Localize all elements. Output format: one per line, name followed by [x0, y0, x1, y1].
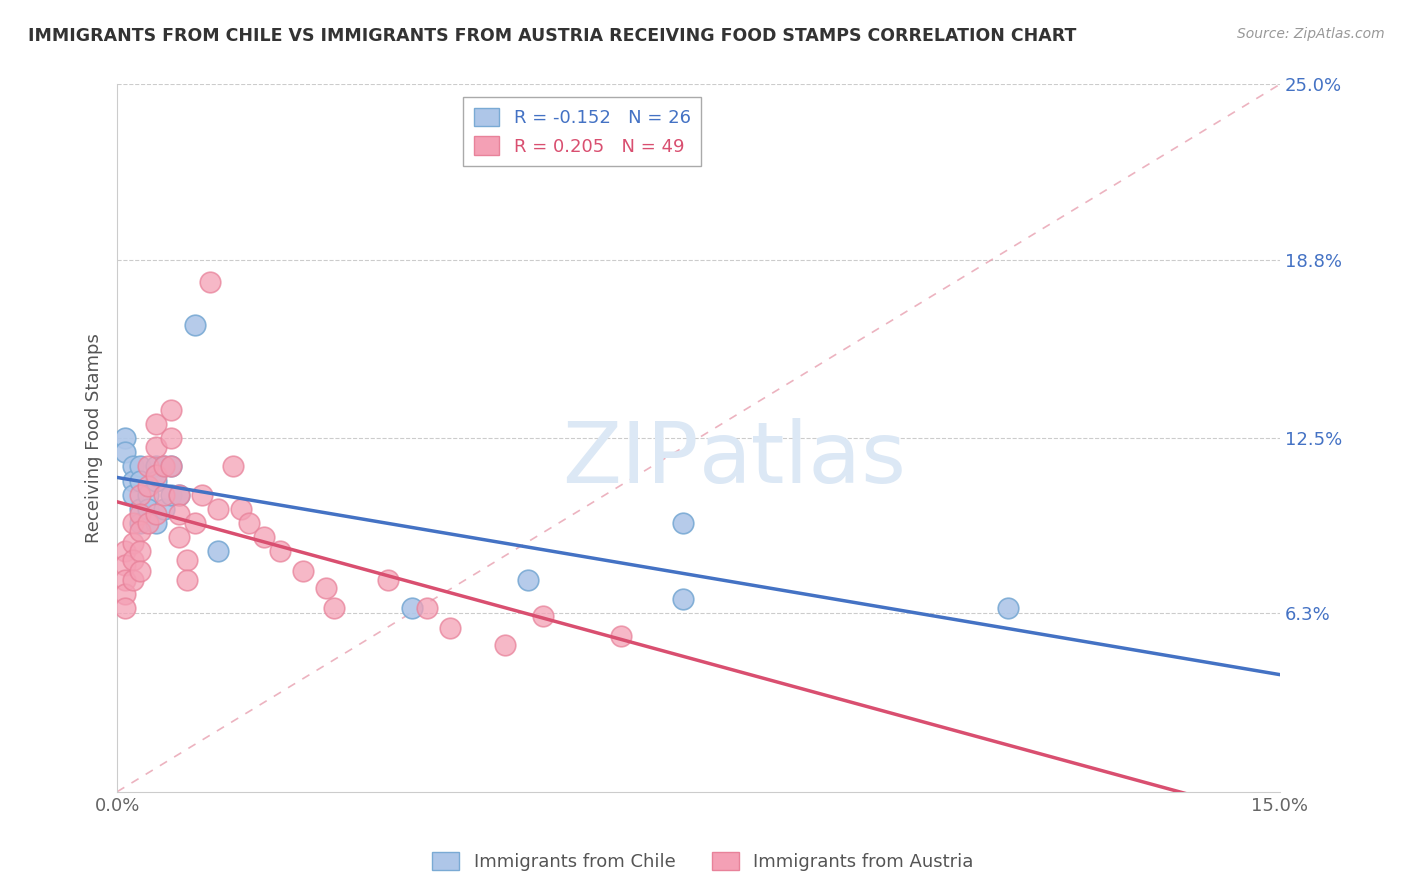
Point [315, 581, 337, 595]
Point [183, 516, 205, 530]
Point [145, 474, 167, 488]
Point [672, 592, 695, 607]
Point [129, 524, 152, 539]
Point [176, 573, 198, 587]
Point [672, 516, 695, 530]
Point [167, 488, 190, 502]
Text: atlas: atlas [699, 417, 907, 500]
Point [160, 402, 183, 417]
Point [152, 459, 174, 474]
Legend: R = -0.152   N = 26, R = 0.205   N = 49: R = -0.152 N = 26, R = 0.205 N = 49 [463, 97, 702, 167]
Point [114, 573, 136, 587]
Point [129, 564, 152, 578]
Point [114, 558, 136, 573]
Point [439, 621, 461, 635]
Point [238, 516, 260, 530]
Point [114, 431, 136, 445]
Point [269, 544, 291, 558]
Point [129, 544, 152, 558]
Point [121, 535, 143, 549]
Point [114, 445, 136, 459]
Point [160, 488, 183, 502]
Point [167, 488, 190, 502]
Point [129, 459, 152, 474]
Point [121, 488, 143, 502]
Point [207, 501, 229, 516]
Point [152, 501, 174, 516]
Point [114, 600, 136, 615]
Point [136, 516, 159, 530]
Point [997, 600, 1019, 615]
Point [191, 488, 214, 502]
Point [160, 431, 183, 445]
Point [129, 516, 152, 530]
Point [121, 459, 143, 474]
Point [377, 573, 399, 587]
Point [121, 474, 143, 488]
Point [207, 544, 229, 558]
Point [121, 573, 143, 587]
Point [145, 417, 167, 431]
Y-axis label: Receiving Food Stamps: Receiving Food Stamps [86, 333, 103, 543]
Text: IMMIGRANTS FROM CHILE VS IMMIGRANTS FROM AUSTRIA RECEIVING FOOD STAMPS CORRELATI: IMMIGRANTS FROM CHILE VS IMMIGRANTS FROM… [28, 27, 1077, 45]
Point [114, 587, 136, 601]
Point [152, 488, 174, 502]
Point [121, 552, 143, 566]
Point [121, 516, 143, 530]
Point [145, 508, 167, 522]
Point [183, 318, 205, 332]
Point [231, 501, 253, 516]
Point [129, 508, 152, 522]
Point [494, 638, 516, 652]
Legend: Immigrants from Chile, Immigrants from Austria: Immigrants from Chile, Immigrants from A… [425, 845, 981, 879]
Point [167, 508, 190, 522]
Point [198, 276, 221, 290]
Text: Source: ZipAtlas.com: Source: ZipAtlas.com [1237, 27, 1385, 41]
Point [416, 600, 439, 615]
Point [160, 459, 183, 474]
Point [136, 459, 159, 474]
Point [145, 516, 167, 530]
Text: ZIP: ZIP [562, 417, 699, 500]
Point [401, 600, 423, 615]
Point [516, 573, 538, 587]
Point [152, 459, 174, 474]
Point [145, 467, 167, 482]
Point [129, 501, 152, 516]
Point [167, 530, 190, 544]
Point [323, 600, 346, 615]
Point [136, 488, 159, 502]
Point [222, 459, 245, 474]
Point [136, 479, 159, 493]
Point [145, 440, 167, 454]
Point [129, 488, 152, 502]
Point [292, 564, 315, 578]
Point [533, 609, 555, 624]
Point [129, 474, 152, 488]
Point [136, 501, 159, 516]
Point [160, 459, 183, 474]
Point [145, 459, 167, 474]
Point [610, 629, 633, 643]
Point [176, 552, 198, 566]
Point [114, 544, 136, 558]
Point [253, 530, 276, 544]
